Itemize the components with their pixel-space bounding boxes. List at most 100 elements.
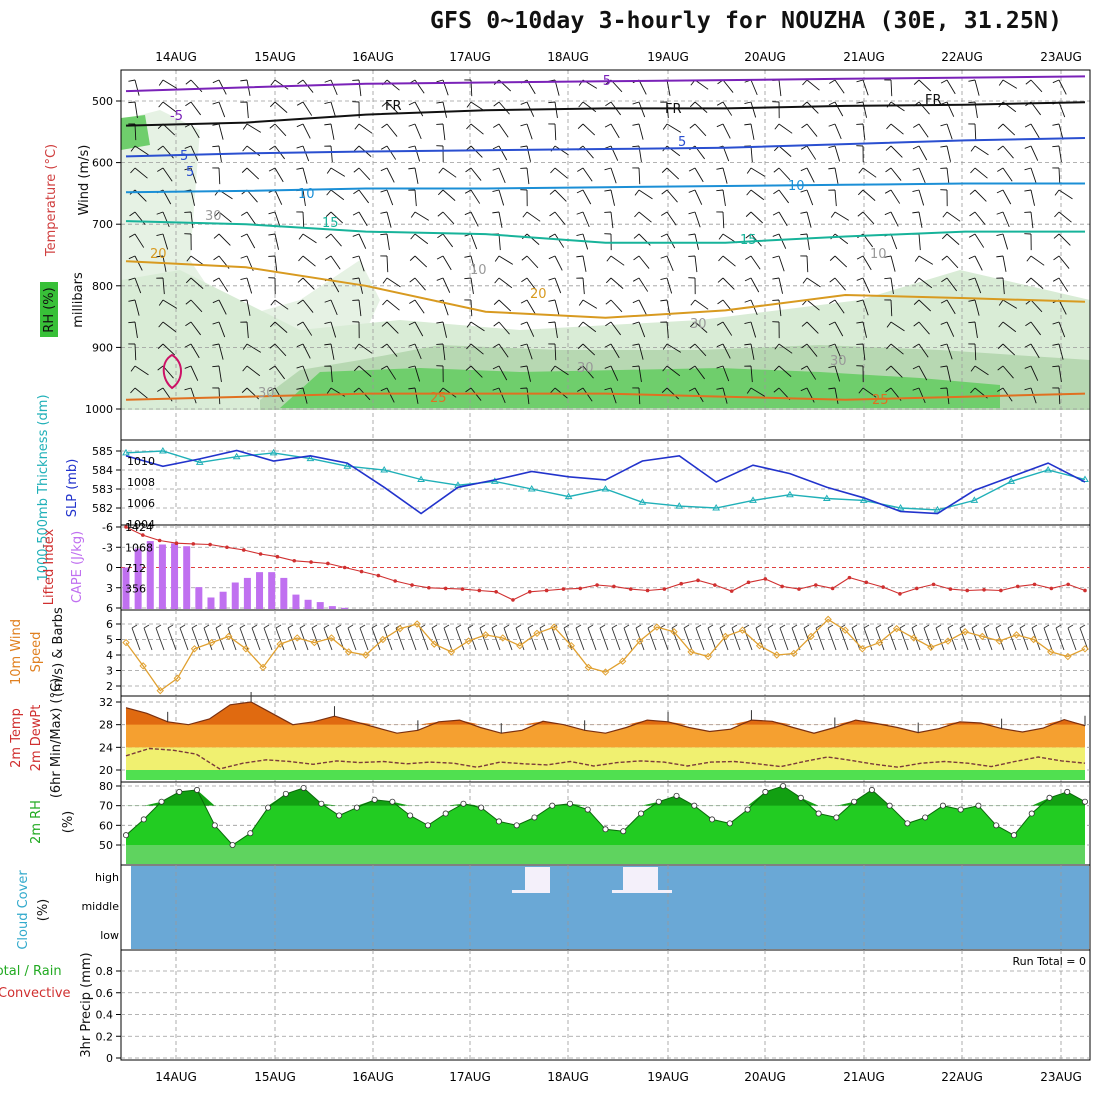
wind-barb [997, 145, 1014, 159]
contour-label: 30 [830, 354, 847, 369]
lifted-index-marker [914, 586, 919, 591]
pressure-tick-label: 900 [92, 341, 113, 354]
wind-barb [773, 365, 792, 377]
wind10m-marker [156, 686, 164, 695]
lifted-index-marker [410, 583, 414, 587]
wind-barb [661, 189, 678, 203]
lifted-index-tick-label: -3 [102, 541, 113, 554]
wind10m-barb [827, 624, 837, 651]
wind-barb [800, 189, 814, 206]
wind-barb [968, 79, 980, 96]
wind-barb [241, 211, 257, 226]
wind-barb [549, 211, 566, 225]
wind-barb [997, 343, 1016, 356]
page-title: GFS 0~10day 3-hourly for NOUZHA (30E, 31… [430, 8, 1063, 34]
wind-barb [464, 277, 474, 295]
wind-barb [1025, 277, 1044, 289]
thickness-marker [306, 454, 315, 462]
wind10m-marker [207, 638, 216, 647]
cape-bar [231, 582, 239, 609]
wind10m-marker [1029, 635, 1038, 644]
wind10m-tick-label: 5 [106, 634, 113, 647]
lifted-index-marker [359, 569, 364, 574]
pressure-tick-label: 500 [92, 95, 113, 108]
cape-bar [146, 541, 154, 609]
wind-barb [550, 167, 568, 179]
wind-barb [970, 365, 989, 376]
slp-tick-label: 1006 [127, 497, 155, 510]
wind-barb [465, 167, 482, 181]
wind-barb [633, 255, 650, 269]
wind-barb [326, 167, 346, 177]
rh2m-marker [140, 816, 147, 823]
wind-barb [380, 167, 395, 183]
cape-bar [183, 546, 191, 609]
wind-barb [912, 189, 925, 206]
wind-barb [632, 321, 646, 338]
wind-barb [997, 365, 1014, 379]
lifted-index-marker [814, 583, 818, 587]
wind10m-marker [1064, 652, 1072, 661]
wind-barb [940, 365, 951, 382]
wind-barb [521, 255, 539, 269]
wind10m-marker [396, 624, 404, 633]
rh2m-marker [904, 820, 911, 827]
wind10m-marker [259, 663, 267, 672]
contour-label: -5 [598, 74, 611, 89]
rh2m-marker [318, 800, 325, 807]
wind10m-barb [1055, 624, 1065, 651]
wind-barb [242, 365, 261, 377]
wind10m-barb [203, 624, 213, 651]
wind-barb [800, 167, 815, 183]
rh2m-marker [442, 810, 449, 817]
wind-barb [1052, 123, 1064, 140]
lifted-index-marker [965, 588, 970, 593]
date-label-bottom: 22AUG [941, 1070, 983, 1084]
thickness-left-tick-label: 585 [92, 445, 113, 458]
wind10m-marker [173, 674, 182, 682]
wind-barb [269, 343, 287, 357]
wind-barb [492, 365, 508, 381]
wind-barb [185, 101, 202, 116]
wind-barb [856, 343, 866, 361]
wind-barb [969, 189, 987, 202]
wind-barb [828, 365, 841, 382]
wind10m-marker [653, 623, 661, 631]
contour-label: 20 [530, 287, 547, 302]
label-cloud-unit: (%) [36, 899, 51, 922]
cape-tick-label: 1424 [125, 521, 153, 534]
lifted-index-marker [999, 588, 1003, 593]
wind10m-marker [276, 640, 284, 648]
rh2m-marker [158, 798, 165, 805]
wind10m-barb [887, 624, 897, 651]
lifted-index-marker [174, 541, 179, 545]
wind-barb [158, 79, 178, 89]
wind-barb [632, 343, 644, 360]
wind-barb [296, 145, 310, 162]
lifted-index-marker [982, 587, 986, 592]
wind-barb [578, 299, 598, 309]
wind-barb [520, 123, 533, 140]
wind10m-barb [275, 624, 285, 651]
wind10m-marker [550, 623, 558, 631]
wind-barb [548, 277, 562, 294]
wind-barb [1024, 343, 1040, 359]
wind-barb [996, 189, 1012, 205]
wind-barb [940, 343, 953, 360]
wind10m-marker [499, 634, 507, 642]
wind10m-tick-label: 2 [106, 680, 113, 693]
wind10m-barb [1019, 624, 1029, 651]
wind-barb [968, 255, 983, 271]
wind10m-barb [407, 624, 417, 651]
wind-barb [716, 167, 728, 184]
wind-barb [298, 233, 317, 244]
wind-barb [549, 189, 567, 202]
wind-barb [716, 365, 730, 382]
wind-barb [548, 299, 560, 316]
wind-barb [885, 167, 902, 181]
wind-barb [408, 321, 424, 337]
wind-barb [240, 299, 251, 316]
wind-barb [1052, 145, 1062, 163]
wind-barb [268, 255, 278, 273]
thickness-marker [749, 496, 757, 503]
